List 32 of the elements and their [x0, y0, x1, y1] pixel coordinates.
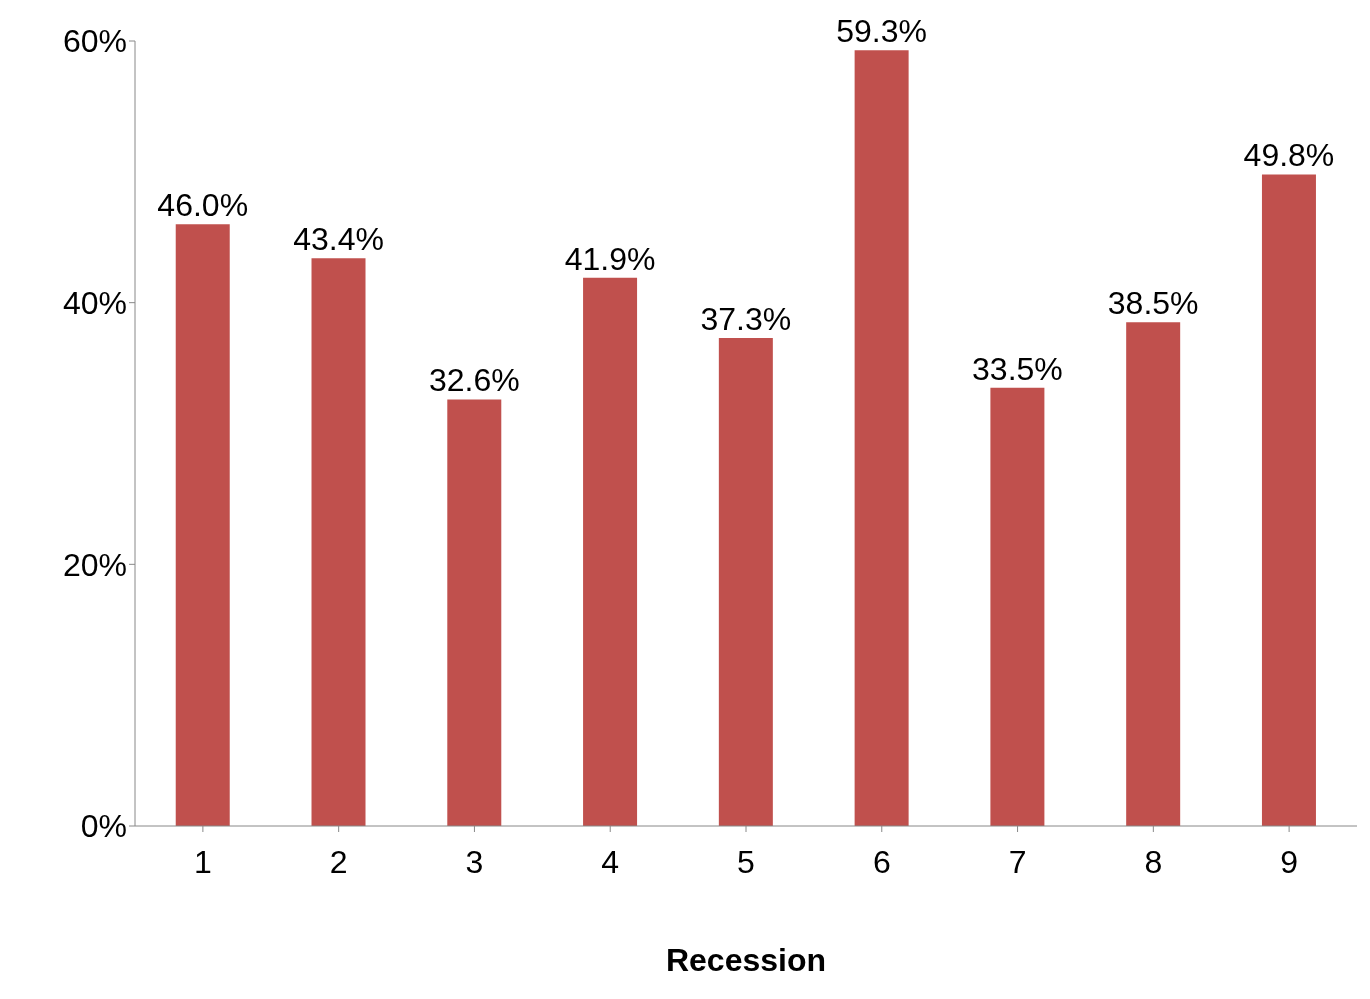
data-label: 41.9% [564, 240, 656, 277]
data-label: 49.8% [1243, 137, 1335, 174]
x-tick-label: 5 [737, 843, 755, 880]
x-tick-label: 7 [1008, 843, 1027, 880]
data-label: 59.3% [836, 13, 927, 50]
x-tick-label: 4 [601, 843, 620, 880]
x-tick-label: 9 [1280, 843, 1299, 880]
data-label: 32.6% [428, 362, 520, 399]
x-tick-label: 6 [872, 843, 891, 880]
x-axis-title: Recession [665, 942, 827, 978]
y-tick-label: 0% [80, 808, 127, 845]
bar [311, 258, 366, 826]
bar [990, 387, 1045, 826]
x-tick-label: 3 [465, 843, 484, 880]
y-tick-label: 20% [62, 546, 127, 583]
x-tick-label: 8 [1144, 843, 1163, 880]
x-tick-label: 1 [193, 843, 212, 880]
y-tick-label: 60% [62, 23, 127, 60]
bar [175, 224, 230, 826]
bar [583, 277, 638, 826]
data-label: 33.5% [972, 350, 1063, 387]
bar [447, 399, 502, 826]
bar [1261, 174, 1316, 826]
data-label: 37.3% [700, 300, 792, 337]
bar [1126, 322, 1181, 826]
x-tick-label: 2 [329, 843, 348, 880]
bar [854, 50, 909, 826]
y-tick-label: 40% [62, 285, 127, 322]
data-label: 38.5% [1107, 285, 1199, 322]
data-label: 46.0% [157, 187, 249, 224]
bar [718, 337, 773, 826]
data-label: 43.4% [293, 221, 384, 258]
